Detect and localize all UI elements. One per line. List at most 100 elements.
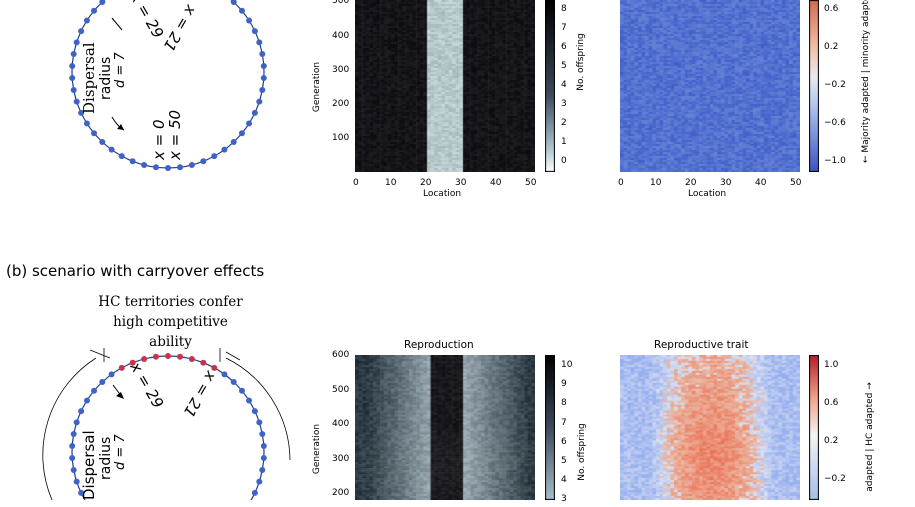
location-dot [83, 120, 90, 127]
location-dot [200, 158, 207, 165]
x-tick: 0 [353, 178, 359, 188]
hc-label-line1: HC territories confer [98, 294, 243, 310]
location-dot [69, 455, 76, 462]
location-dot [188, 161, 195, 168]
location-dot [83, 397, 90, 404]
location-dot [260, 442, 267, 449]
location-dot [78, 28, 85, 35]
diagram-b-dispersal: Dispersal [80, 430, 98, 500]
location-dot [73, 39, 80, 46]
ylabel-a: Generation [312, 61, 323, 113]
x-tick: 40 [490, 178, 502, 188]
colorbar-tick: 1.0 [824, 360, 839, 370]
y-tick-partial: 500 [332, 0, 350, 6]
colorbar-tick: 5 [561, 456, 567, 466]
location-dot [177, 164, 184, 171]
hc-label: HC territories confer high competitive a… [88, 292, 253, 352]
colorbar-b-reproduction [545, 355, 555, 500]
colorbar-tick: 0.2 [824, 436, 839, 446]
x-tick: 20 [685, 178, 697, 188]
location-dot [129, 359, 136, 366]
hc-label-line2: high competitive [113, 314, 228, 330]
location-dot [69, 75, 76, 82]
colorbar-tick: 4 [561, 475, 567, 486]
colorbar-label-b-reproduction: No. offspring [576, 423, 587, 481]
location-dot [99, 379, 106, 386]
location-dot [70, 431, 77, 438]
diagram-a-d: d = 7 [113, 52, 128, 88]
diagram-b-x21: x = 21 [179, 367, 220, 420]
y-tick: 400 [332, 419, 350, 429]
location-dot [73, 98, 80, 105]
location-dot [78, 489, 85, 496]
location-dot [177, 353, 184, 360]
diagram-b-d: d = 7 [113, 434, 128, 470]
location-dot [118, 364, 125, 371]
hc-label-line3: ability [149, 334, 192, 350]
diagram-a-dispersal: Dispersal [80, 42, 98, 114]
location-dot [238, 7, 245, 14]
colorbar-label-a-trait: ← Majority adapted | minority adapted [861, 0, 871, 163]
location-dot [70, 86, 77, 93]
colorbar-b-trait [809, 355, 819, 500]
diagram-b: x = 29 x = 21 Dispersal radius d = 7 [42, 348, 291, 500]
location-dot [70, 51, 77, 58]
colorbar-tick: 9 [561, 379, 567, 390]
colorbar-label-b-trait: adapted | HC adapted → [865, 382, 875, 492]
colorbar-tick: −0.2 [824, 474, 846, 484]
colorbar-tick: 7 [561, 417, 567, 428]
colorbar-tick: 1 [561, 137, 567, 147]
colorbar-tick: 6 [561, 42, 567, 52]
colorbar-tick: 4 [561, 80, 567, 90]
y-tick: 300 [332, 65, 350, 75]
location-dot [141, 161, 148, 168]
colorbar-tick: 8 [561, 398, 567, 409]
location-dot [152, 164, 159, 171]
location-dot [73, 478, 80, 485]
location-dot [256, 98, 263, 105]
location-dot [78, 109, 85, 116]
location-dot [251, 28, 258, 35]
x-tick: 30 [455, 178, 467, 188]
x-tick: 40 [755, 178, 767, 188]
y-tick: 300 [332, 453, 350, 464]
xlabel-a-reproduction: Location [423, 189, 462, 199]
colorbar-a-reproduction [545, 0, 555, 172]
location-dot [69, 442, 76, 449]
x-tick: 0 [618, 178, 624, 188]
diagram-a-x29: x = 29 [126, 0, 167, 41]
x-tick: 50 [525, 178, 537, 188]
heatmap-a-reproduction [355, 0, 535, 172]
location-dot [259, 51, 266, 58]
x-tick: 50 [790, 178, 802, 188]
colorbar-tick: 2 [561, 118, 567, 128]
location-dot [251, 109, 258, 116]
y-tick: 400 [332, 31, 350, 41]
x-tick: 10 [385, 178, 397, 188]
colorbar-tick: 7 [561, 23, 567, 33]
location-dot [259, 86, 266, 93]
location-dot [256, 419, 263, 426]
y-tick: 600 [332, 350, 350, 360]
colorbar-tick: 3 [561, 494, 567, 505]
location-dot [152, 353, 159, 360]
location-dot [238, 387, 245, 394]
location-dot [260, 75, 267, 82]
colorbar-a-trait [809, 0, 819, 172]
location-dot [259, 431, 266, 438]
location-dot [211, 153, 218, 160]
location-dot [200, 359, 207, 366]
colorbar-label-a-reproduction: No. offspring [575, 33, 586, 91]
location-dot [70, 466, 77, 473]
location-dot [230, 379, 237, 386]
location-dot [260, 455, 267, 462]
location-dot [73, 419, 80, 426]
colorbar-tick: 5 [561, 61, 567, 71]
y-tick: 200 [332, 488, 350, 498]
location-dot [260, 62, 267, 69]
location-dot [78, 408, 85, 415]
y-tick: 200 [332, 99, 350, 109]
location-dot [221, 371, 228, 378]
title-b-trait: Reproductive trait [654, 339, 749, 351]
location-dot [91, 387, 98, 394]
